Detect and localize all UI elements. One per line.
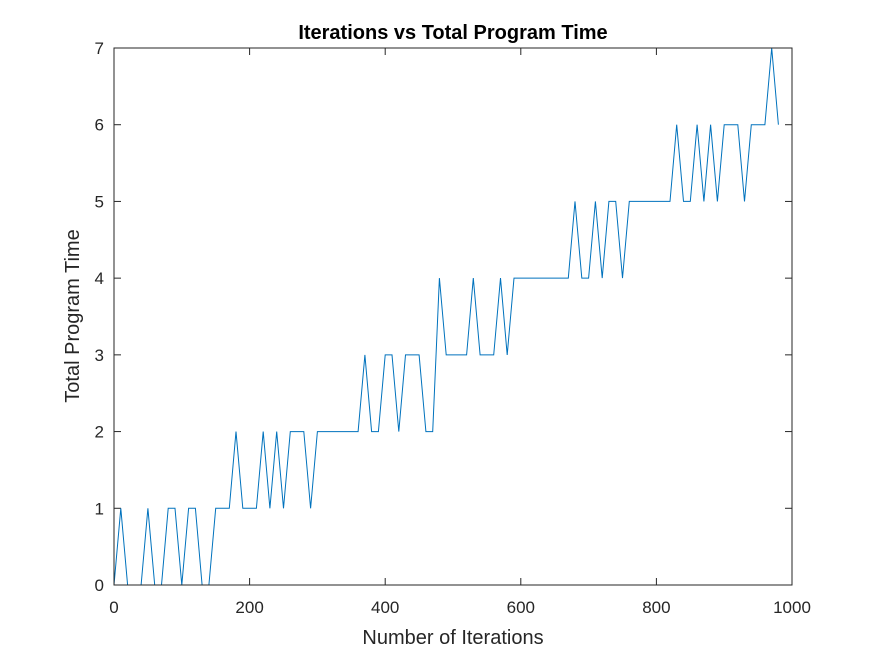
y-tick-label: 3 xyxy=(95,346,104,365)
x-tick-label: 400 xyxy=(371,598,399,617)
y-axis-label: Total Program Time xyxy=(62,229,84,402)
y-tick-label: 2 xyxy=(95,423,104,442)
x-tick-label: 0 xyxy=(109,598,118,617)
series-line xyxy=(113,47,779,586)
x-axis-label: Number of Iterations xyxy=(362,627,543,649)
x-tick-label: 800 xyxy=(642,598,670,617)
x-tick-label: 200 xyxy=(235,598,263,617)
y-tick-label: 4 xyxy=(95,269,104,288)
plot-frame xyxy=(113,47,793,586)
x-tick-label: 600 xyxy=(507,598,535,617)
plot-area xyxy=(114,48,792,585)
y-tick-label: 7 xyxy=(95,39,104,58)
y-tick-label: 0 xyxy=(95,576,104,595)
y-tick-label: 1 xyxy=(95,499,104,518)
y-tick-label: 5 xyxy=(95,192,104,211)
x-tick-label: 1000 xyxy=(773,598,811,617)
y-tick-label: 6 xyxy=(95,116,104,135)
chart-title: Iterations vs Total Program Time xyxy=(298,22,607,44)
